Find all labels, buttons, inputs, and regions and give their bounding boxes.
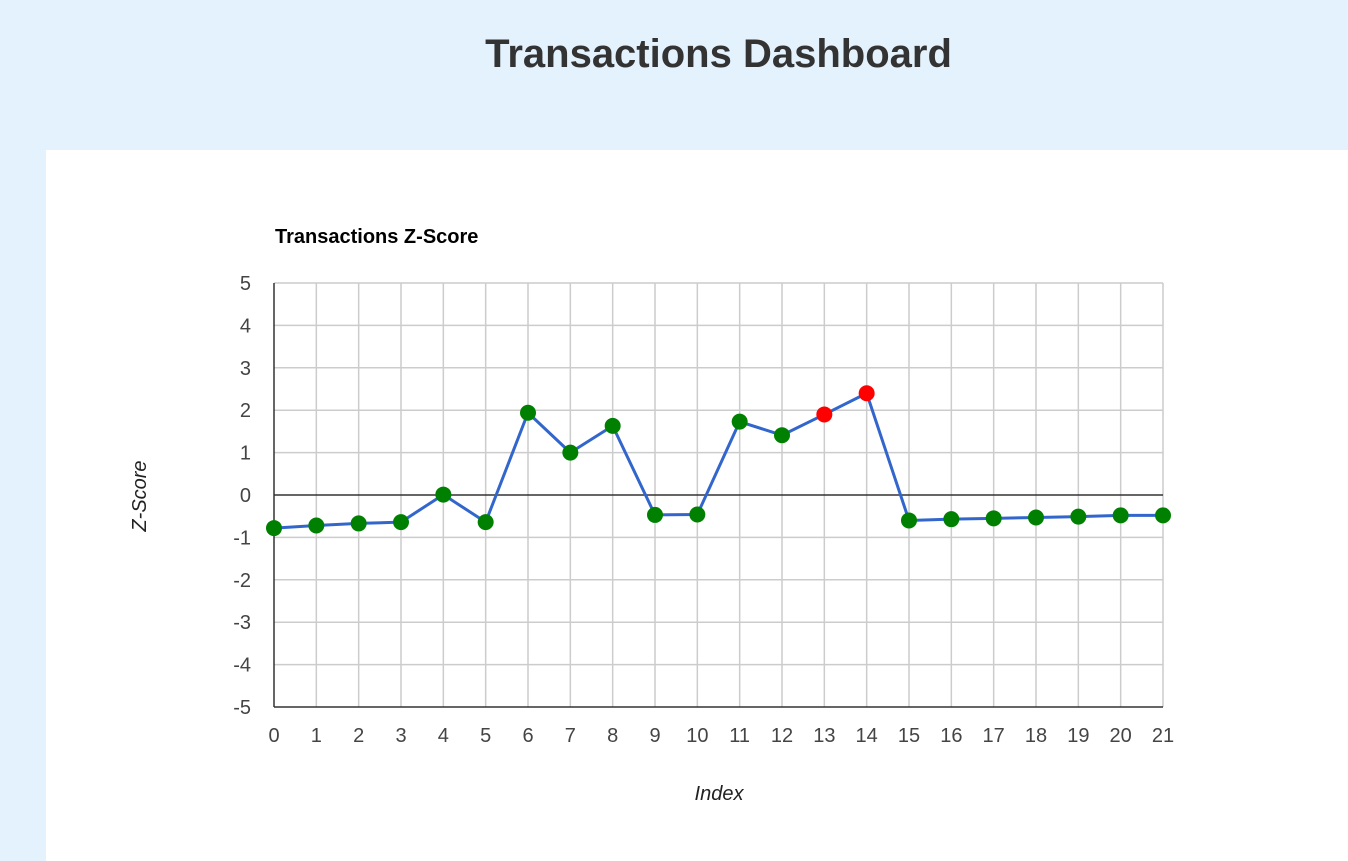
x-tick-label: 5 bbox=[480, 725, 491, 747]
data-point-8[interactable] bbox=[604, 417, 621, 434]
x-tick-label: 19 bbox=[1067, 725, 1089, 747]
chart-series-line bbox=[273, 391, 1163, 530]
series-line bbox=[273, 391, 1163, 530]
x-tick-label: 1 bbox=[311, 725, 322, 747]
data-point-18[interactable] bbox=[1028, 509, 1044, 526]
data-point-15[interactable] bbox=[901, 512, 917, 529]
chart-title: Transactions Z-Score bbox=[275, 226, 478, 248]
y-tick-label: 0 bbox=[240, 485, 251, 507]
x-tick-label: 18 bbox=[1025, 725, 1047, 747]
data-point-20[interactable] bbox=[1112, 507, 1129, 524]
data-point-4[interactable] bbox=[435, 486, 452, 503]
x-tick-label: 6 bbox=[522, 725, 533, 747]
x-axis-label: Index bbox=[695, 783, 745, 805]
y-tick-label: 4 bbox=[240, 315, 251, 337]
x-tick-label: 16 bbox=[940, 725, 962, 747]
y-tick-label: 1 bbox=[240, 443, 251, 465]
data-point-1[interactable] bbox=[308, 517, 325, 534]
chart-axes bbox=[273, 283, 1163, 708]
x-tick-label: 0 bbox=[268, 725, 279, 747]
x-axis-ticks: 0 1 2 3 4 5 6 7 8 9 10 11 12 13 14 15 16 17 18 19 20 21 bbox=[268, 725, 1174, 747]
data-point-3[interactable] bbox=[393, 514, 409, 531]
data-point-12[interactable] bbox=[774, 427, 790, 444]
x-tick-label: 3 bbox=[395, 725, 406, 747]
x-tick-label: 15 bbox=[898, 725, 920, 747]
data-point-0[interactable] bbox=[266, 520, 282, 537]
x-tick-label: 21 bbox=[1152, 725, 1174, 747]
chart-points bbox=[266, 385, 1171, 537]
x-tick-label: 12 bbox=[771, 725, 793, 747]
x-tick-label: 11 bbox=[729, 725, 750, 747]
y-tick-label: -2 bbox=[233, 570, 251, 592]
data-point-6[interactable] bbox=[520, 404, 536, 421]
x-tick-label: 13 bbox=[813, 725, 835, 747]
data-point-5[interactable] bbox=[477, 514, 494, 531]
y-tick-label: -3 bbox=[233, 612, 251, 634]
x-tick-label: 8 bbox=[607, 725, 618, 747]
data-point-16[interactable] bbox=[943, 511, 960, 528]
x-tick-label: 17 bbox=[983, 725, 1005, 747]
y-axis-ticks: 5 4 3 2 1 0 -1 -2 -3 -4 -5 bbox=[233, 273, 251, 719]
data-point-17[interactable] bbox=[985, 510, 1002, 527]
y-tick-label: -5 bbox=[233, 697, 251, 719]
x-tick-label: 10 bbox=[686, 725, 708, 747]
x-tick-label: 7 bbox=[565, 725, 576, 747]
data-point-19[interactable] bbox=[1070, 508, 1087, 525]
x-tick-label: 20 bbox=[1110, 725, 1132, 747]
x-tick-label: 9 bbox=[649, 725, 660, 747]
x-tick-label: 4 bbox=[438, 725, 449, 747]
page-header: Transactions Dashboard bbox=[0, 0, 1348, 150]
y-axis-label: Z-Score bbox=[129, 460, 151, 532]
y-tick-label: -1 bbox=[233, 527, 251, 549]
data-point-7[interactable] bbox=[562, 444, 579, 461]
data-point-21[interactable] bbox=[1155, 507, 1171, 524]
data-point-2[interactable] bbox=[350, 515, 367, 532]
data-point-11[interactable] bbox=[731, 413, 748, 430]
y-tick-label: 3 bbox=[240, 358, 251, 380]
y-tick-label: 5 bbox=[240, 273, 251, 295]
data-point-13[interactable] bbox=[816, 406, 833, 423]
data-point-9[interactable] bbox=[647, 506, 663, 523]
y-tick-label: 2 bbox=[240, 400, 251, 422]
x-tick-label: 14 bbox=[856, 725, 878, 747]
data-point-14[interactable] bbox=[858, 385, 875, 402]
x-tick-label: 2 bbox=[353, 725, 364, 747]
y-tick-label: -4 bbox=[233, 655, 251, 677]
page-title: Transactions Dashboard bbox=[485, 32, 952, 76]
data-point-10[interactable] bbox=[689, 506, 706, 523]
